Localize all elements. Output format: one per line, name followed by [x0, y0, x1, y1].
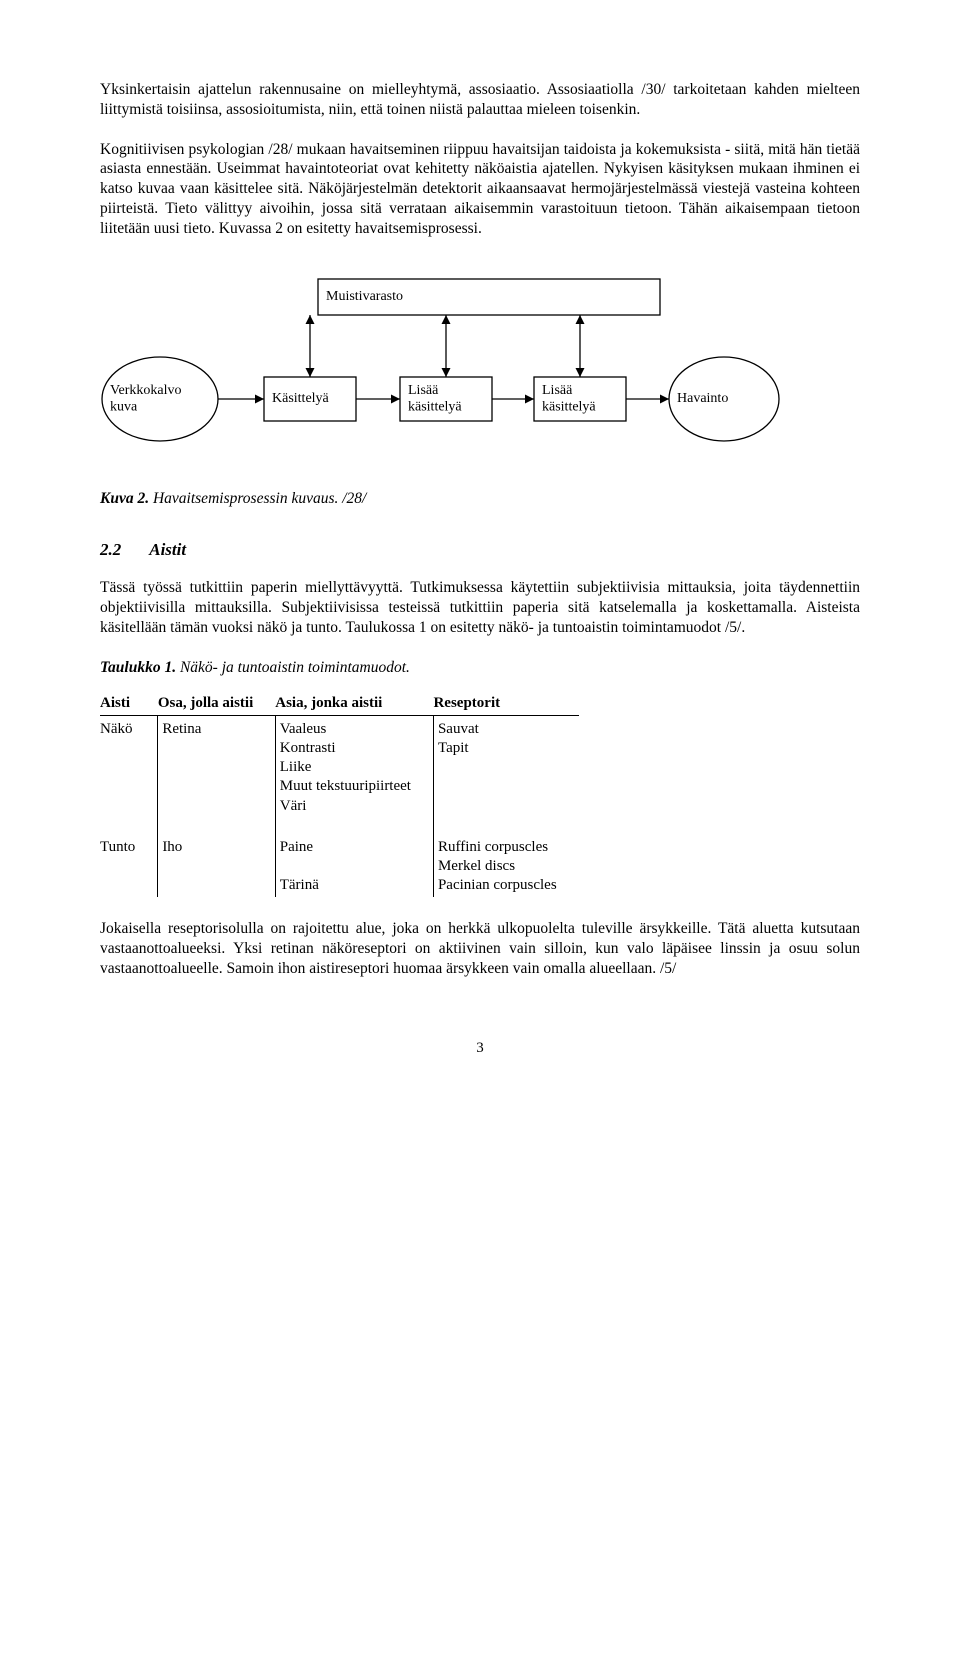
diagram-node-label: Havainto: [677, 391, 728, 406]
perception-process-diagram: Muistivarasto Verkkokalvokuva Käsittelyä Li…: [100, 269, 860, 459]
table-cell: Paine Tärinä: [275, 818, 433, 898]
table-header: Osa, jolla aistii: [158, 692, 275, 716]
table-row: NäköRetinaVaaleus Kontrasti Liike Muut t…: [100, 715, 579, 817]
table-header: Asia, jonka aistii: [275, 692, 433, 716]
table-cell: Ruffini corpuscles Merkel discs Pacinian…: [433, 818, 578, 898]
page-number: 3: [100, 1039, 860, 1058]
diagram-node-label: käsittelyä: [542, 399, 596, 414]
diagram-node-label: Verkkokalvo: [110, 383, 182, 398]
table-header: Reseptorit: [433, 692, 578, 716]
flowchart-svg: Muistivarasto Verkkokalvokuva Käsittelyä Li…: [100, 269, 800, 459]
diagram-node-label: käsittelyä: [408, 399, 462, 414]
section-title: Aistit: [149, 540, 186, 559]
table-header: Aisti: [100, 692, 158, 716]
diagram-node-label: kuva: [110, 399, 138, 414]
figure-caption-rest: Havaitsemisprosessin kuvaus. /28/: [149, 490, 366, 507]
table-cell: Sauvat Tapit: [433, 715, 578, 817]
table-cell: Näkö: [100, 715, 158, 817]
table-cell: Retina: [158, 715, 275, 817]
paragraph-3: Tässä työssä tutkittiin paperin miellytt…: [100, 578, 860, 637]
diagram-node-label: Muistivarasto: [326, 289, 403, 304]
table-caption-rest: Näkö- ja tuntoaistin toimintamuodot.: [176, 659, 410, 676]
section-number: 2.2: [100, 540, 121, 559]
figure-caption-lead: Kuva 2.: [100, 490, 149, 507]
table-cell: Tunto: [100, 818, 158, 898]
senses-table: AistiOsa, jolla aistiiAsia, jonka aistii…: [100, 692, 579, 898]
paragraph-2: Kognitiivisen psykologian /28/ mukaan ha…: [100, 140, 860, 239]
table-1-caption: Taulukko 1. Näkö- ja tuntoaistin toimint…: [100, 658, 860, 678]
paragraph-4: Jokaisella reseptorisolulla on rajoitett…: [100, 919, 860, 978]
table-caption-lead: Taulukko 1.: [100, 659, 176, 676]
table-cell: Iho: [158, 818, 275, 898]
section-heading-2-2: 2.2 Aistit: [100, 539, 860, 561]
table-cell: Vaaleus Kontrasti Liike Muut tekstuuripi…: [275, 715, 433, 817]
figure-2-caption: Kuva 2. Havaitsemisprosessin kuvaus. /28…: [100, 489, 860, 509]
diagram-node-label: Lisää: [408, 383, 439, 398]
table-row: TuntoIhoPaine TärinäRuffini corpuscles M…: [100, 818, 579, 898]
paragraph-1: Yksinkertaisin ajattelun rakennusaine on…: [100, 80, 860, 120]
diagram-node-label: Käsittelyä: [272, 391, 330, 406]
diagram-node-label: Lisää: [542, 383, 573, 398]
